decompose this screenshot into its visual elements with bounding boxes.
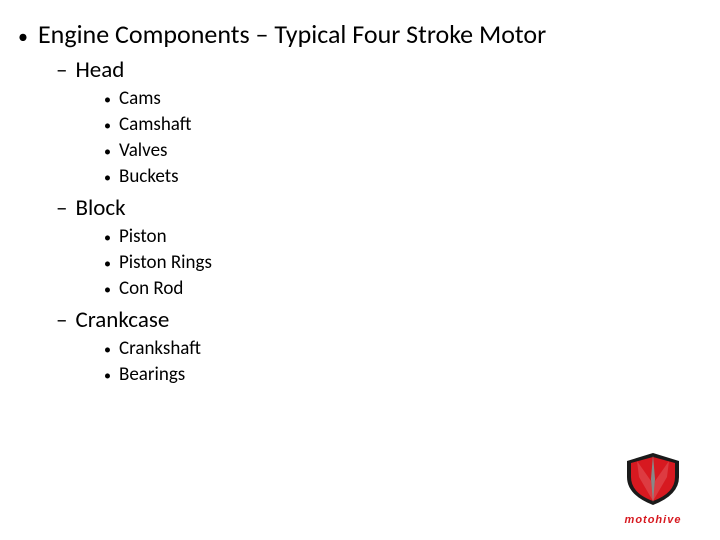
list-item: • Buckets [104, 165, 720, 188]
item-label: Cams [119, 87, 161, 110]
bullet-icon: • [104, 117, 111, 134]
title-line: • Engine Components – Typical Four Strok… [18, 18, 720, 50]
section-heading: – Crankcase [56, 306, 720, 334]
item-label: Valves [119, 139, 167, 162]
bullet-icon: • [104, 169, 111, 186]
item-label: Camshaft [119, 113, 192, 136]
bullet-icon: • [104, 229, 111, 246]
item-label: Bearings [119, 363, 185, 386]
bullet-icon: • [104, 255, 111, 272]
list-item: • Cams [104, 87, 720, 110]
bullet-icon: • [104, 367, 111, 384]
list-item: • Piston [104, 225, 720, 248]
slide-content: • Engine Components – Typical Four Strok… [0, 0, 720, 386]
item-label: Con Rod [119, 277, 183, 300]
logo-text: motohive [608, 514, 698, 526]
slide-title: Engine Components – Typical Four Stroke … [38, 18, 546, 50]
list-item: • Crankshaft [104, 337, 720, 360]
list-item: • Valves [104, 139, 720, 162]
item-label: Piston Rings [119, 251, 212, 274]
brand-logo: motohive [608, 451, 698, 526]
list-item: • Con Rod [104, 277, 720, 300]
item-label: Buckets [119, 165, 179, 188]
section-label: Head [75, 56, 124, 84]
bullet-icon: • [104, 91, 111, 108]
bullet-icon: • [18, 25, 28, 49]
list-item: • Camshaft [104, 113, 720, 136]
item-label: Piston [119, 225, 167, 248]
section-label: Crankcase [75, 306, 169, 334]
section-heading: – Head [56, 56, 720, 84]
dash-icon: – [56, 56, 67, 84]
dash-icon: – [56, 306, 67, 334]
item-label: Crankshaft [119, 337, 201, 360]
bullet-icon: • [104, 143, 111, 160]
bullet-icon: • [104, 281, 111, 298]
dash-icon: – [56, 194, 67, 222]
section-label: Block [75, 194, 125, 222]
section-heading: – Block [56, 194, 720, 222]
list-item: • Bearings [104, 363, 720, 386]
bullet-icon: • [104, 341, 111, 358]
logo-shield-icon [619, 451, 687, 507]
list-item: • Piston Rings [104, 251, 720, 274]
